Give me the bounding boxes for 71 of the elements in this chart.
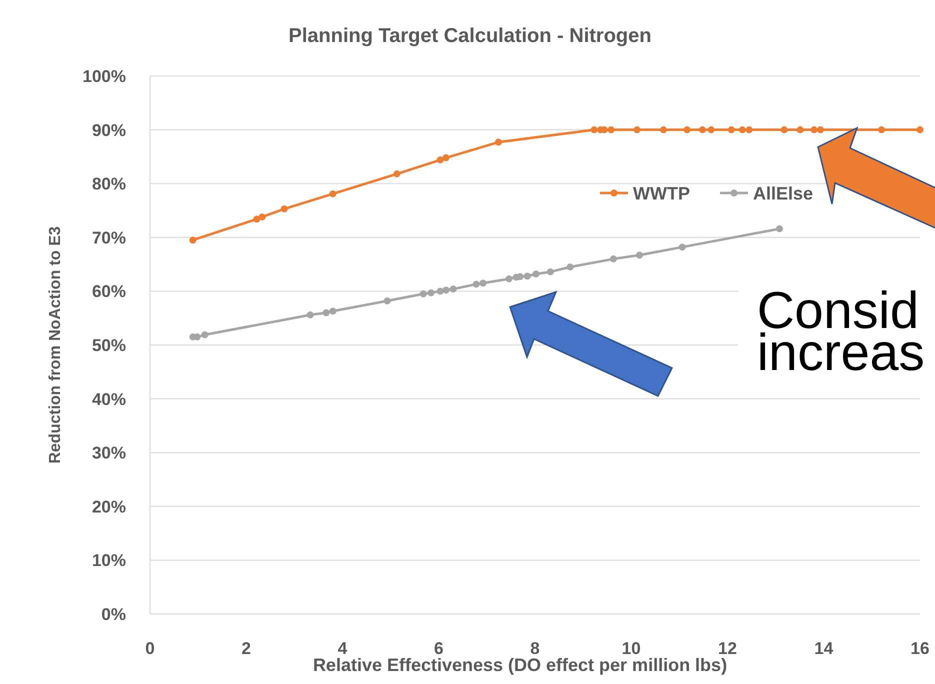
x-tick-label: 4 <box>338 639 348 658</box>
point <box>322 309 330 316</box>
y-tick-label: 60% <box>92 282 126 302</box>
legend-label: AllElse <box>753 183 814 204</box>
point <box>306 311 314 318</box>
point <box>201 331 208 338</box>
point <box>532 270 540 278</box>
point <box>780 126 788 134</box>
point <box>189 236 196 244</box>
point <box>384 297 391 304</box>
x-tick-label: 16 <box>910 639 930 658</box>
point <box>280 205 288 212</box>
point <box>698 126 706 134</box>
point <box>878 126 885 134</box>
point <box>472 280 480 288</box>
point <box>436 288 444 295</box>
chart-title: Planning Target Calculation - Nitrogen <box>288 25 652 47</box>
point <box>442 154 450 162</box>
y-tick-label: 20% <box>92 497 126 516</box>
y-tick-label: 90% <box>92 120 126 140</box>
y-tick-label: 80% <box>92 174 126 194</box>
point <box>590 126 598 134</box>
point <box>258 213 266 220</box>
x-tick-label: 8 <box>530 639 540 658</box>
x-axis-title: Relative Effectiveness (DO effect per million lbs) <box>312 655 728 675</box>
x-tick-label: 14 <box>814 639 834 658</box>
point <box>684 126 691 134</box>
point <box>746 126 753 134</box>
point <box>420 290 427 298</box>
point <box>738 126 746 134</box>
point <box>608 126 615 134</box>
y-axis-title: Reduction from NoAction to E3 <box>47 226 64 464</box>
point <box>610 255 617 262</box>
point <box>678 244 686 251</box>
point <box>516 273 524 280</box>
point <box>708 126 715 134</box>
y-tick-label: 0% <box>101 604 126 624</box>
y-tick-label: 50% <box>92 336 126 355</box>
point <box>636 252 643 259</box>
point <box>450 286 457 293</box>
point <box>546 268 554 276</box>
point <box>436 156 444 164</box>
x-tick-label: 0 <box>145 639 155 658</box>
y-tick-label: 10% <box>92 551 126 570</box>
point <box>660 126 667 134</box>
point <box>816 126 824 134</box>
point <box>506 275 513 282</box>
point <box>776 225 783 232</box>
y-tick-label: 30% <box>92 444 126 463</box>
point <box>494 138 502 146</box>
point <box>916 126 924 134</box>
x-tick-label: 6 <box>434 639 444 658</box>
point <box>634 126 641 134</box>
point <box>428 289 435 296</box>
x-tick-label: 2 <box>242 639 251 658</box>
point <box>393 170 400 178</box>
point <box>566 263 574 270</box>
x-tick-label: 10 <box>622 639 641 658</box>
point <box>329 308 336 315</box>
point <box>810 126 818 134</box>
y-tick-label: 70% <box>92 228 126 248</box>
point <box>728 126 735 134</box>
y-tick-label: 40% <box>92 390 126 409</box>
point <box>524 272 531 280</box>
point <box>480 280 487 287</box>
legend-label: WWTP <box>633 183 690 204</box>
point <box>442 286 450 294</box>
x-tick-label: 12 <box>718 639 737 658</box>
y-tick-label: 100% <box>82 66 126 86</box>
point <box>329 190 336 198</box>
point <box>796 126 804 134</box>
